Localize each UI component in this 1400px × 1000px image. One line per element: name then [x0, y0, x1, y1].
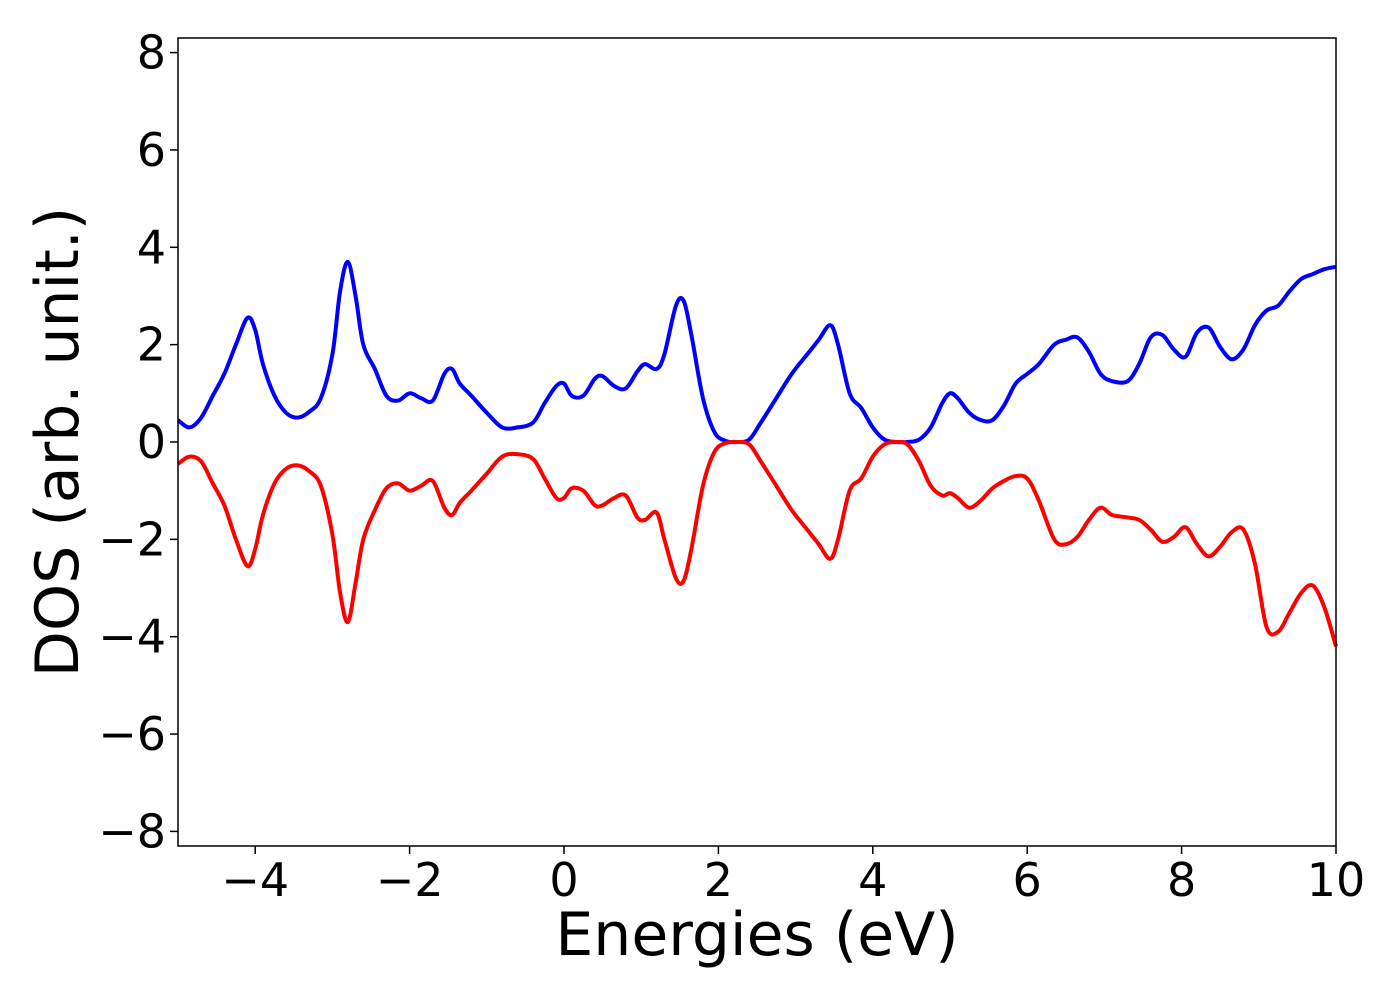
- y-tick-label: 0: [137, 415, 166, 469]
- y-tick-label: −2: [98, 512, 166, 566]
- x-tick-label: 10: [1307, 853, 1366, 907]
- y-tick-label: 4: [137, 220, 166, 274]
- y-tick-label: −6: [98, 707, 166, 761]
- y-tick-label: 2: [137, 318, 166, 372]
- series-layer: [176, 259, 1338, 647]
- y-axis-ticks: 8 6 4 2 0 −2 −4 −6 −8: [98, 26, 178, 858]
- x-tick-label: 8: [1167, 853, 1196, 907]
- x-axis-title: Energies (eV): [555, 900, 958, 970]
- x-tick-label: −4: [221, 853, 289, 907]
- dos-series-line-down: [176, 439, 1338, 647]
- x-tick-label: 0: [549, 853, 578, 907]
- y-axis-title: DOS (arb. unit.): [23, 207, 93, 677]
- y-tick-label: −8: [98, 804, 166, 858]
- y-tick-label: −4: [98, 610, 166, 664]
- y-tick-label: 8: [137, 26, 166, 80]
- x-axis-ticks: −4 −2 0 2 4 6 8 10: [221, 846, 1365, 907]
- x-tick-label: 2: [704, 853, 733, 907]
- x-tick-label: 4: [858, 853, 887, 907]
- y-tick-label: 6: [137, 123, 166, 177]
- x-tick-label: −2: [376, 853, 444, 907]
- x-tick-label: 6: [1013, 853, 1042, 907]
